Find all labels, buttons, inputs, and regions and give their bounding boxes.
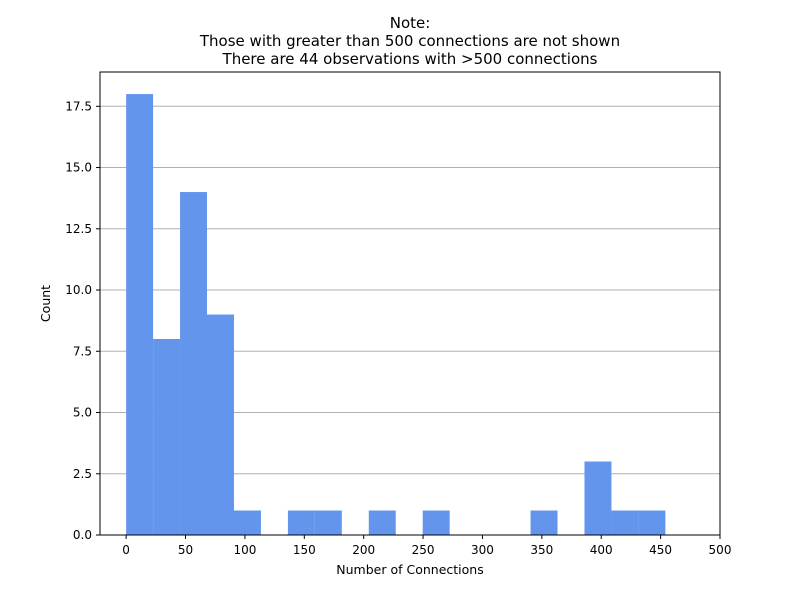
chart-title: Note:Those with greater than 500 connect… xyxy=(199,14,620,68)
histogram-bar xyxy=(638,510,666,535)
histogram-bar xyxy=(207,314,234,535)
chart-title-line: Those with greater than 500 connections … xyxy=(199,32,620,50)
y-tick-label: 10.0 xyxy=(65,283,92,297)
histogram-bar xyxy=(180,192,208,535)
x-tick-label: 300 xyxy=(471,543,494,557)
y-tick-label: 15.0 xyxy=(65,161,92,175)
x-tick-label: 0 xyxy=(122,543,130,557)
x-tick-label: 100 xyxy=(233,543,256,557)
histogram-bar xyxy=(422,510,450,535)
histogram-bar xyxy=(153,339,181,535)
histogram-bar xyxy=(233,510,261,535)
y-tick-label: 7.5 xyxy=(73,344,92,358)
x-tick-label: 350 xyxy=(530,543,553,557)
chart-title-line: Note: xyxy=(390,14,431,32)
y-axis-ticks: 0.0 2.5 5.0 7.5 10.0 12.5 15.0 17.5 xyxy=(65,99,100,542)
histogram-bar xyxy=(314,510,342,535)
x-axis-label: Number of Connections xyxy=(336,562,483,577)
x-tick-label: 250 xyxy=(412,543,435,557)
x-tick-label: 500 xyxy=(709,543,732,557)
histogram-bar xyxy=(126,94,154,536)
plot-frame xyxy=(99,71,721,536)
x-tick-label: 200 xyxy=(352,543,375,557)
y-tick-label: 0.0 xyxy=(73,528,92,542)
histogram-bar xyxy=(368,510,396,535)
y-tick-label: 12.5 xyxy=(65,222,92,236)
chart-title-line: There are 44 observations with >500 conn… xyxy=(222,50,598,68)
x-tick-label: 150 xyxy=(293,543,316,557)
y-tick-label: 17.5 xyxy=(65,99,92,113)
x-axis-ticks: 0 50 100 150 200 250 300 350 400 450 500 xyxy=(122,535,731,557)
x-tick-label: 400 xyxy=(590,543,613,557)
histogram-bar xyxy=(611,510,639,535)
histogram-bar xyxy=(530,510,558,535)
y-tick-label: 5.0 xyxy=(73,406,92,420)
histogram-bars xyxy=(126,94,666,536)
x-tick-label: 450 xyxy=(649,543,672,557)
histogram-bar xyxy=(287,510,315,535)
histogram-bar xyxy=(584,461,612,535)
y-tick-label: 2.5 xyxy=(73,467,92,481)
x-tick-label: 50 xyxy=(178,543,193,557)
y-axis-label: Count xyxy=(38,285,53,322)
